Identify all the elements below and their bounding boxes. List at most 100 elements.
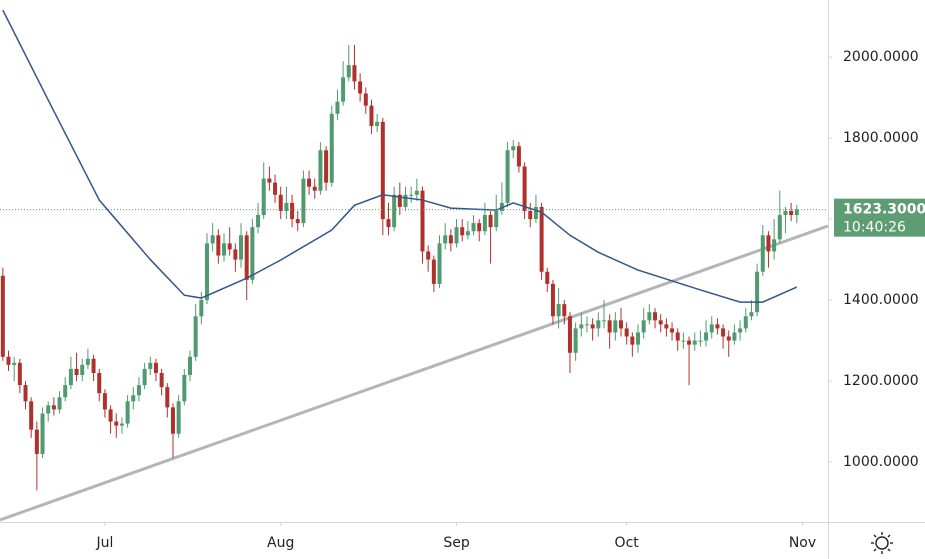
candle-body — [448, 235, 453, 244]
candle-body — [97, 372, 102, 394]
candle-body — [301, 178, 306, 224]
candle-body — [114, 421, 119, 426]
trendline — [0, 224, 829, 522]
candle-body — [454, 227, 459, 244]
candle-body — [403, 194, 408, 207]
candle-body — [34, 429, 39, 454]
candle-body — [312, 186, 317, 191]
candle-body — [488, 215, 493, 228]
candle-body — [57, 397, 62, 410]
y-tick-label: 1400.0000 — [843, 292, 919, 308]
candle-body — [777, 215, 782, 240]
candle-body — [556, 304, 561, 317]
candle-body — [363, 93, 368, 106]
candle-body — [772, 239, 777, 252]
candle-body — [170, 407, 175, 434]
candle-body — [630, 336, 635, 345]
candle-body — [153, 362, 158, 373]
candle-body — [187, 356, 192, 375]
candle-body — [471, 223, 476, 232]
candle-body — [335, 101, 340, 114]
candle-body — [74, 368, 79, 375]
candle-body — [369, 105, 374, 126]
candle-body — [46, 405, 51, 414]
candle-body — [193, 316, 198, 357]
candle-body — [664, 324, 669, 329]
candle-body — [681, 340, 686, 342]
candle-body — [397, 194, 402, 207]
candle-body — [738, 328, 743, 333]
candle-body — [12, 362, 17, 365]
candle-body — [590, 324, 595, 329]
candle-body — [324, 150, 329, 183]
countdown: 10:40:26 — [843, 220, 906, 236]
candle-body — [6, 356, 11, 365]
candle-body — [732, 332, 737, 341]
candle-body — [704, 332, 709, 341]
candle-body — [210, 235, 215, 244]
candle-body — [539, 206, 544, 272]
candle-body — [687, 340, 692, 345]
candle-body — [482, 215, 487, 232]
settings-icon[interactable] — [871, 532, 893, 554]
candle-body — [63, 385, 68, 398]
candle-body — [91, 358, 96, 373]
candle-body — [346, 65, 351, 78]
candle-body — [0, 275, 5, 357]
candle-body — [131, 395, 136, 402]
candle-body — [460, 227, 465, 236]
candle-body — [386, 219, 391, 228]
candle-body — [352, 65, 357, 82]
moving-average — [2, 9, 798, 303]
candle-body — [426, 251, 431, 260]
candle-body — [443, 235, 448, 244]
candle-body — [511, 146, 516, 151]
candle-body — [636, 332, 641, 345]
candle-body — [749, 312, 754, 317]
candle-body — [647, 312, 652, 321]
candle-body — [545, 271, 550, 284]
candle-body — [573, 328, 578, 353]
candle-body — [567, 316, 572, 353]
candle-body — [743, 316, 748, 329]
x-tick-label: Aug — [267, 535, 294, 551]
candle-body — [142, 368, 147, 386]
candle-body — [222, 243, 227, 256]
candle-body — [414, 190, 419, 195]
candle-body — [119, 423, 124, 426]
candle-body — [562, 304, 567, 317]
candle-body — [726, 336, 731, 341]
candle-body — [522, 166, 527, 211]
candle-body — [51, 405, 56, 410]
candle-body — [244, 235, 249, 280]
y-tick-label: 2000.0000 — [843, 49, 919, 65]
candle-body — [528, 210, 533, 220]
x-tick-label: Oct — [615, 535, 640, 551]
candle-body — [601, 320, 606, 322]
candle-body — [431, 259, 436, 284]
candle-body — [760, 235, 765, 272]
candle-body — [670, 328, 675, 333]
candle-body — [165, 387, 170, 408]
candle-body — [420, 190, 425, 252]
candle-body — [68, 368, 73, 386]
candle-body — [584, 324, 589, 326]
candle-body — [239, 235, 244, 260]
candle-body — [692, 340, 697, 345]
candle-body — [182, 374, 187, 402]
candle-body — [278, 194, 283, 211]
y-tick-label: 1000.0000 — [843, 454, 919, 470]
candle-body — [613, 320, 618, 333]
candle-body — [794, 209, 799, 216]
candle-body — [329, 113, 334, 183]
candle-body — [341, 77, 346, 102]
candle-body — [619, 320, 623, 329]
candle-body — [108, 409, 113, 422]
candle-body — [409, 194, 414, 196]
candle-body — [256, 215, 261, 228]
candle-body — [40, 413, 45, 454]
candle-body — [755, 271, 760, 313]
candle-body — [17, 362, 22, 386]
x-tick-label: Nov — [789, 535, 816, 551]
